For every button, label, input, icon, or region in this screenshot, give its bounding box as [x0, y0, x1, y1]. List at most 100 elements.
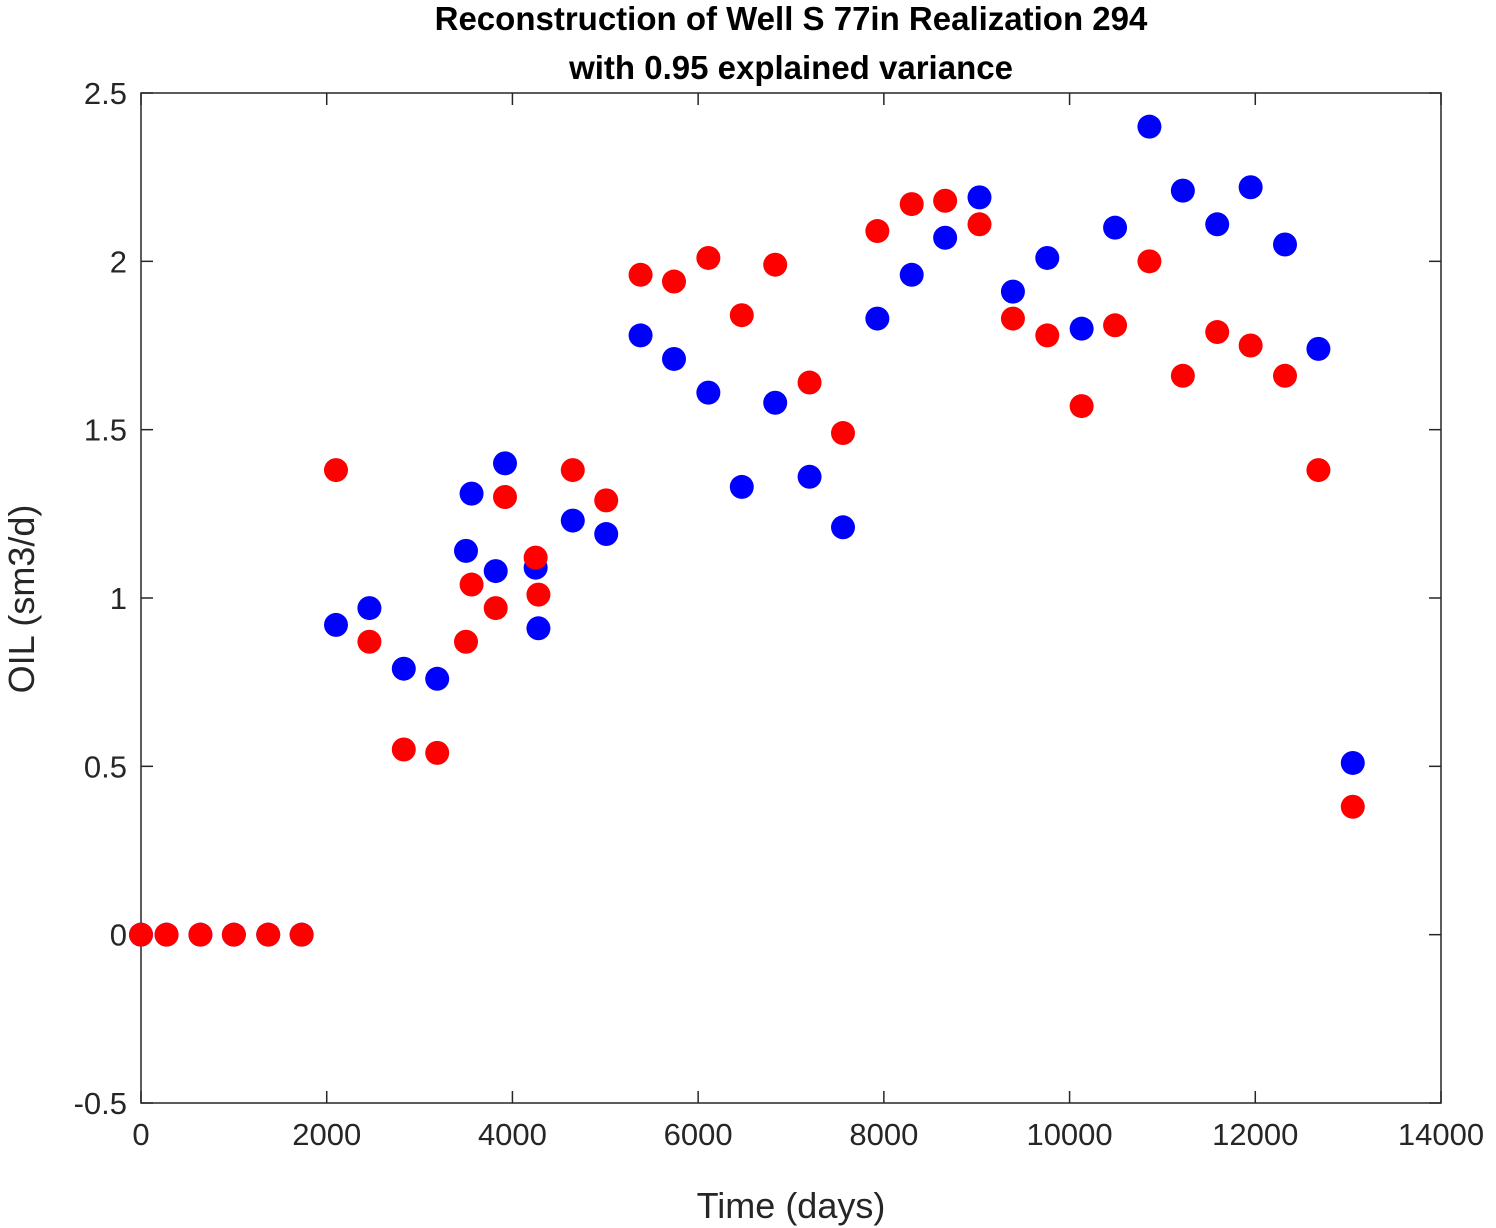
data-point	[1137, 249, 1162, 274]
data-point	[831, 421, 855, 446]
data-point	[1035, 245, 1060, 270]
data-point	[1035, 323, 1060, 348]
data-point	[696, 245, 721, 270]
data-point	[628, 323, 653, 348]
data-point	[560, 508, 585, 533]
data-point	[391, 656, 416, 681]
data-point	[594, 488, 619, 513]
data-point	[454, 629, 478, 654]
y-tick-label: 2	[110, 244, 127, 279]
chart-title-line-1: Reconstruction of Well S 77in Realizatio…	[435, 0, 1148, 37]
data-point	[1238, 175, 1263, 200]
data-point	[324, 458, 348, 483]
data-point	[1238, 333, 1263, 358]
x-tick-label: 8000	[849, 1117, 918, 1152]
data-point	[696, 380, 721, 405]
data-point	[256, 922, 281, 947]
data-point	[289, 922, 314, 947]
data-point	[324, 612, 348, 637]
data-point	[221, 922, 246, 947]
data-point	[523, 545, 548, 570]
y-tick-label: -0.5	[74, 1086, 127, 1121]
data-point	[729, 303, 754, 328]
data-point	[899, 192, 924, 217]
data-point	[357, 596, 382, 621]
chart-title: Reconstruction of Well S 77in Realizatio…	[435, 0, 1148, 86]
data-point	[129, 922, 153, 947]
data-point	[526, 582, 551, 607]
y-axis-label: OIL (sm3/d)	[1, 505, 42, 694]
data-point	[1340, 750, 1365, 775]
data-point	[865, 306, 890, 331]
data-point	[1205, 212, 1230, 237]
data-point	[357, 629, 382, 654]
data-point	[483, 559, 508, 584]
y-tick-label: 2.5	[84, 76, 127, 111]
data-point	[560, 458, 585, 483]
data-point	[1205, 320, 1230, 345]
y-tick-label: 1.5	[84, 413, 127, 448]
data-point	[662, 269, 686, 294]
x-tick-label: 6000	[664, 1117, 733, 1152]
x-tick-label: 0	[132, 1117, 149, 1152]
y-tick-label: 1	[110, 581, 127, 616]
data-point	[967, 212, 992, 237]
data-point	[899, 262, 924, 287]
data-point	[493, 485, 517, 509]
data-point	[154, 922, 179, 947]
data-point	[763, 252, 788, 277]
data-points	[129, 114, 1365, 947]
data-point	[425, 666, 450, 691]
data-point	[1170, 178, 1195, 203]
plot-area	[140, 92, 1442, 1104]
data-point	[188, 922, 213, 947]
data-point	[797, 464, 822, 489]
data-point	[628, 262, 653, 287]
data-point	[1306, 458, 1331, 483]
x-tick-label: 12000	[1212, 1117, 1298, 1152]
data-point	[493, 451, 517, 476]
data-point	[425, 740, 450, 765]
data-point	[483, 596, 508, 621]
data-point	[797, 370, 822, 395]
data-point	[391, 737, 416, 762]
data-point	[1069, 316, 1094, 341]
chart-title-line-2: with 0.95 explained variance	[568, 49, 1013, 86]
data-point	[1273, 232, 1297, 257]
data-point	[1103, 215, 1128, 240]
data-point	[729, 474, 754, 499]
plot-frame	[140, 92, 1442, 1104]
y-axis-ticks: -0.5 0 0.5 1 1.5 2 2.5	[74, 76, 1441, 1121]
data-point	[1000, 306, 1025, 331]
data-point	[1103, 313, 1128, 338]
data-point	[1000, 279, 1025, 304]
data-point	[1069, 394, 1094, 419]
data-point	[933, 188, 958, 213]
y-tick-label: 0	[110, 918, 127, 953]
x-tick-label: 10000	[1026, 1117, 1112, 1152]
x-tick-label: 2000	[292, 1117, 361, 1152]
data-point	[1273, 363, 1297, 388]
data-point	[662, 346, 686, 371]
data-point	[1137, 114, 1162, 139]
data-point	[1340, 794, 1365, 819]
data-point	[831, 515, 855, 540]
series-2	[129, 188, 1365, 947]
data-point	[526, 616, 551, 641]
y-tick-label: 0.5	[84, 749, 127, 784]
data-point	[454, 538, 478, 563]
data-point	[459, 572, 484, 597]
data-point	[594, 522, 619, 547]
data-point	[865, 219, 890, 244]
data-point	[1306, 336, 1331, 361]
x-axis-label: Time (days)	[697, 1185, 886, 1226]
data-point	[1170, 363, 1195, 388]
data-point	[967, 185, 992, 210]
x-tick-label: 14000	[1398, 1117, 1484, 1152]
data-point	[933, 225, 958, 250]
x-tick-label: 4000	[478, 1117, 547, 1152]
data-point	[459, 481, 484, 506]
x-axis-ticks: 0 2000 4000 6000 8000 10000 12000 14000	[132, 93, 1484, 1152]
data-point	[763, 390, 788, 415]
